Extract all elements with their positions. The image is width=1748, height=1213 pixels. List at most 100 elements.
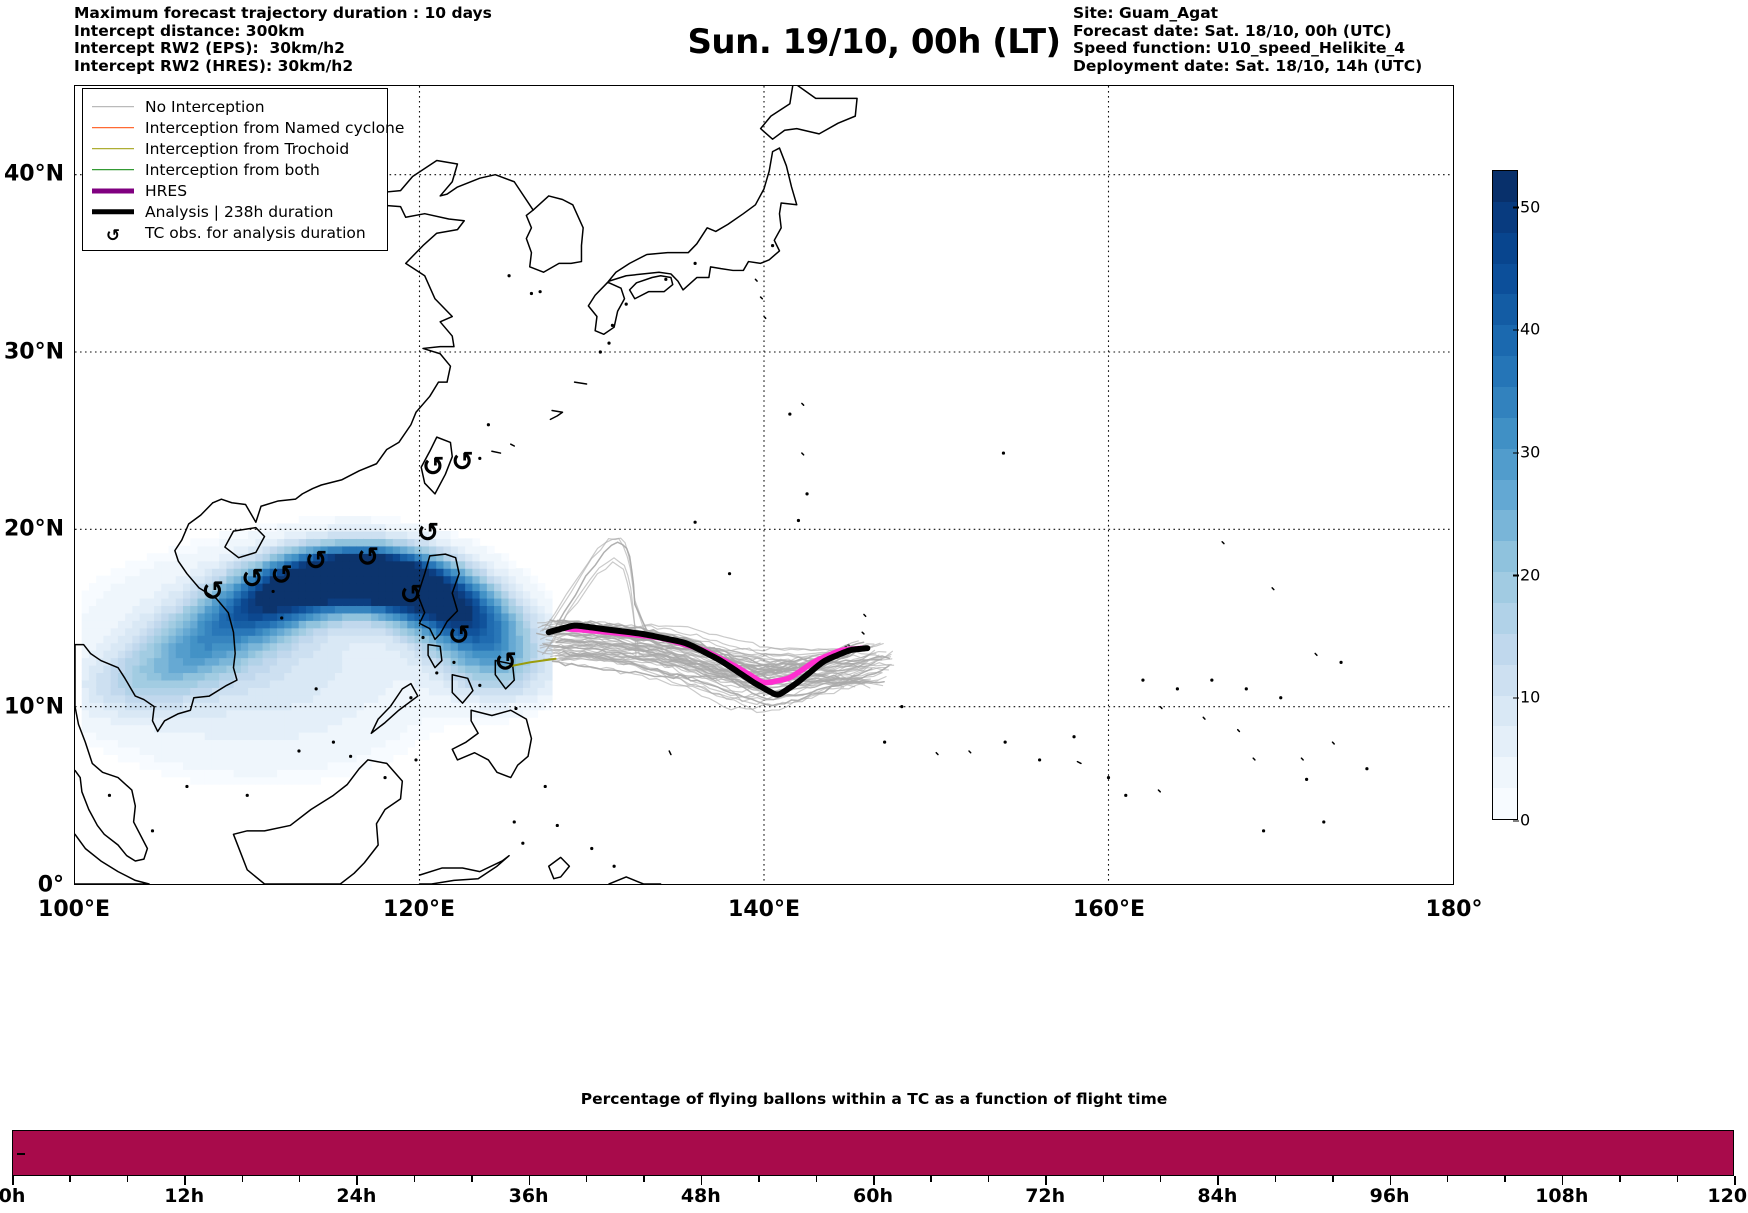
- colorbar-step: [1493, 294, 1517, 326]
- legend-item[interactable]: HRES: [92, 180, 378, 201]
- percentage-bar-tick-label: 0h: [0, 1185, 26, 1207]
- legend-item-label: Interception from both: [145, 160, 320, 179]
- longitude-tick-label: 180°: [1425, 897, 1483, 922]
- percentage-bar-minor-tick: [586, 1176, 588, 1182]
- legend-item[interactable]: Interception from both: [92, 159, 378, 180]
- percentage-bar-minor-tick: [758, 1176, 760, 1182]
- tc-observation-marker: ↺: [241, 563, 264, 594]
- legend-item-label: Analysis | 238h duration: [145, 202, 334, 221]
- percentage-bar-major-tick: [1389, 1176, 1392, 1185]
- percentage-bar-caption: Percentage of flying ballons within a TC…: [580, 1090, 1168, 1108]
- longitude-tick-label: 120°E: [383, 897, 455, 922]
- longitude-tick-label: 100°E: [38, 897, 110, 922]
- percentage-bar-tick-label: 24h: [336, 1185, 377, 1207]
- colorbar[interactable]: 0 10 20 30 40 50: [1492, 170, 1540, 830]
- percentage-bar-minor-tick: [987, 1176, 990, 1182]
- legend-item-label: HRES: [145, 181, 188, 200]
- percentage-bar-minor-tick: [1676, 1176, 1678, 1182]
- analysis-trajectory: [545, 622, 871, 698]
- percentage-bar-tick-label: 60h: [853, 1185, 893, 1207]
- percentage-bar-minor-tick: [69, 1176, 71, 1182]
- percentage-bar-minor-tick: [930, 1176, 932, 1182]
- colorbar-tick-label: 20: [1512, 565, 1541, 585]
- legend-item-label: No Interception: [145, 97, 265, 116]
- colorbar-step: [1493, 572, 1517, 603]
- colorbar-step: [1493, 479, 1517, 511]
- legend-item[interactable]: ↺ TC obs. for analysis duration: [92, 222, 378, 246]
- percentage-bar-major-tick: [356, 1176, 358, 1185]
- percentage-bar-tick-label: 84h: [1197, 1185, 1238, 1207]
- latitude-tick-label: 30°N: [3, 339, 64, 365]
- tc-observation-marker: ↺: [270, 560, 293, 591]
- legend-item-label: TC obs. for analysis duration: [145, 223, 366, 242]
- legend-line-swatch: [92, 142, 134, 156]
- percentage-bar-minor-tick: [643, 1176, 645, 1182]
- colorbar-step: [1493, 417, 1517, 449]
- legend-item[interactable]: Interception from Trochoid: [92, 138, 378, 159]
- percentage-bar-tick-label: 48h: [680, 1185, 721, 1207]
- percentage-bar-major-tick: [700, 1176, 703, 1185]
- percentage-bar-major-tick: [1217, 1176, 1219, 1185]
- percentage-bar-axes[interactable]: [12, 1130, 1734, 1176]
- percentage-bar-tick-label: 108h: [1535, 1185, 1589, 1207]
- colorbar-gradient: [1492, 170, 1518, 820]
- legend-item-label: Interception from Named cyclone: [145, 118, 405, 137]
- map-legend[interactable]: No Interception Interception from Named c…: [82, 88, 404, 251]
- legend-line-swatch: [92, 163, 134, 177]
- legend-line-swatch: [92, 121, 134, 135]
- colorbar-step: [1493, 170, 1517, 202]
- latitude-tick-label: 40°N: [3, 161, 64, 187]
- colorbar-step: [1493, 788, 1517, 819]
- longitude-tick-label: 160°E: [1073, 897, 1145, 922]
- percentage-bar-tick-label: 12h: [164, 1185, 205, 1207]
- percentage-bar-minor-tick: [299, 1176, 301, 1182]
- percentage-bar-tick-label: 96h: [1369, 1185, 1410, 1207]
- longitude-tick-label: 140°E: [728, 897, 800, 922]
- map-vector-layer: ↺ ↺ ↺ ↺ ↺↺↺ ↺↺↺↺: [75, 86, 1453, 884]
- percentage-bar-minor-tick: [1447, 1176, 1449, 1182]
- legend-item[interactable]: Analysis | 238h duration: [92, 201, 378, 222]
- percentage-bar-tick-label: 72h: [1025, 1185, 1066, 1207]
- percentage-bar-minor-tick: [815, 1176, 817, 1182]
- percentage-bar-minor-tick: [1102, 1176, 1104, 1182]
- colorbar-step: [1493, 510, 1517, 542]
- percentage-bar-tick-label: 36h: [508, 1185, 549, 1207]
- legend-item[interactable]: No Interception: [92, 96, 378, 117]
- percentage-bar-minor-tick: [471, 1176, 473, 1182]
- percentage-bar-major-tick: [184, 1176, 186, 1185]
- colorbar-tick-label: 50: [1512, 197, 1541, 217]
- colorbar-step: [1493, 263, 1517, 295]
- percentage-bar-major-tick: [873, 1176, 875, 1185]
- percentage-bar-major-tick: [1561, 1176, 1564, 1185]
- percentage-bar-major-tick: [12, 1176, 14, 1185]
- latitude-tick-label: 0°: [37, 872, 64, 898]
- percentage-bar-tick-label: 120h: [1707, 1185, 1748, 1207]
- percentage-bar-minor-tick: [241, 1176, 243, 1182]
- colorbar-step: [1493, 664, 1517, 696]
- tc-observation-marker: ↺: [417, 517, 440, 548]
- colorbar-tick-label: 10: [1512, 687, 1541, 707]
- tc-observation-marker: ↺: [202, 576, 225, 607]
- tc-observation-marker: ↺: [448, 620, 471, 651]
- tc-observation-marker: ↺: [494, 647, 517, 678]
- percentage-bar-fill: [13, 1131, 1733, 1175]
- header-right-info: Site: Guam_Agat Forecast date: Sat. 18/1…: [1073, 4, 1423, 75]
- colorbar-step: [1493, 386, 1517, 418]
- header-left-info: Maximum forecast trajectory duration : 1…: [74, 4, 492, 75]
- colorbar-step: [1493, 448, 1517, 480]
- legend-item[interactable]: Interception from Named cyclone: [92, 117, 404, 138]
- percentage-bar-minor-tick: [1619, 1176, 1621, 1182]
- percentage-bar-major-tick: [1045, 1176, 1047, 1185]
- tc-observation-marker: ↺: [305, 546, 328, 577]
- colorbar-step: [1493, 232, 1517, 264]
- legend-line-swatch: [92, 205, 134, 219]
- tc-observation-marker: ↺: [422, 452, 445, 483]
- colorbar-step: [1493, 602, 1517, 634]
- colorbar-title: Named cyclones forecast - Number of EPS …: [1598, 170, 1748, 820]
- percentage-bar-ytick: [17, 1153, 25, 1155]
- colorbar-step: [1493, 695, 1517, 727]
- colorbar-tick-label: 40: [1512, 319, 1541, 339]
- percentage-bar-major-tick: [1734, 1176, 1736, 1185]
- map-canvas: ↺ ↺ ↺ ↺ ↺ ↺ ↺ ↺ ↺ ↺ ↺: [75, 86, 1453, 884]
- tc-observation-marker: ↺: [400, 579, 423, 610]
